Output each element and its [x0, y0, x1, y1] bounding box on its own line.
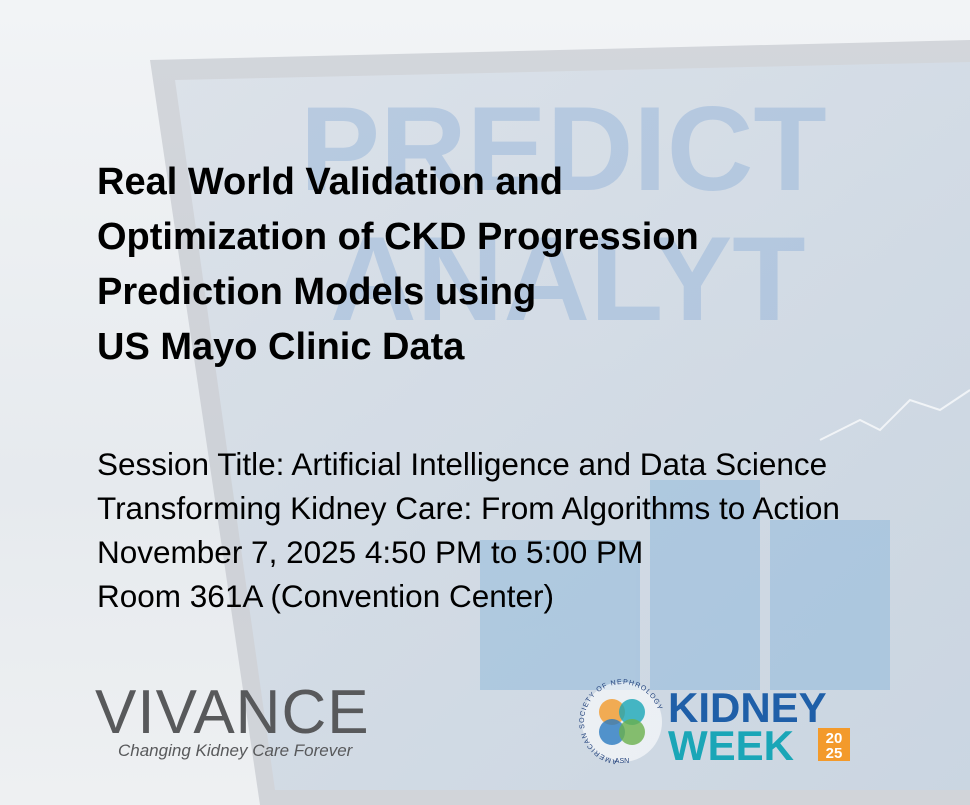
title-line: US Mayo Clinic Data: [97, 326, 465, 368]
bg-word: PREDICT: [300, 82, 827, 216]
session-line: November 7, 2025 4:50 PM to 5:00 PM: [97, 534, 644, 570]
grid-blocks: [480, 480, 890, 690]
bg-word: ANALYT: [330, 212, 806, 346]
session-line: Transforming Kidney Care: From Algorithm…: [97, 490, 840, 526]
session-line: Session Title: Artificial Intelligence a…: [97, 446, 828, 482]
session-line: Room 361A (Convention Center): [97, 578, 554, 614]
title-line: Prediction Models using: [97, 271, 537, 313]
laptop-screen: [175, 62, 970, 790]
title-line: Real World Validation and: [97, 161, 563, 203]
title-line: Optimization of CKD Progression: [97, 216, 699, 258]
